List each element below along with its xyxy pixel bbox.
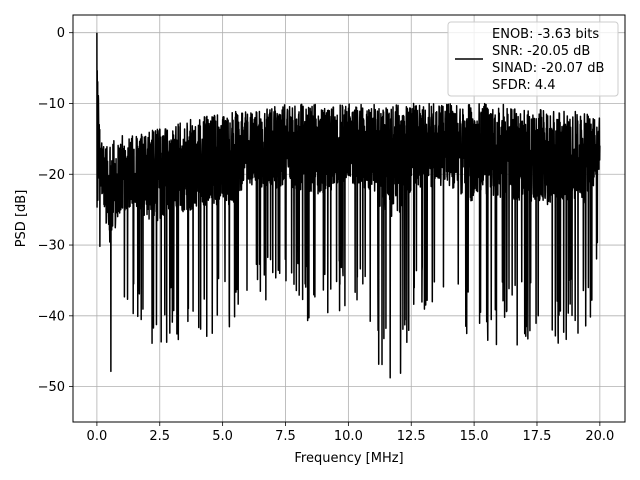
ticks: 0.0 2.5 5.0 7.5 10.0 12.5 15.0 17.5 20.0 0 −10 −20 −…	[38, 26, 615, 444]
legend-entry: ENOB: -3.63 bits	[492, 27, 599, 42]
psd-trace	[96, 32, 601, 379]
x-tick-label: 15.0	[460, 429, 489, 444]
x-tick-label: 0.0	[87, 429, 108, 444]
y-tick-label: −20	[38, 168, 65, 183]
y-tick-label: −50	[38, 380, 65, 395]
legend-entry: SFDR: 4.4	[492, 78, 556, 93]
x-tick-label: 12.5	[397, 429, 426, 444]
x-tick-label: 2.5	[149, 429, 170, 444]
legend: ENOB: -3.63 bits SNR: -20.05 dB SINAD: -20…	[447, 21, 619, 97]
x-tick-label: 20.0	[585, 429, 614, 444]
plot-frame	[72, 14, 626, 423]
legend-entry: SINAD: -20.07 dB	[492, 61, 604, 76]
x-tick-label: 17.5	[523, 429, 552, 444]
legend-entry: SNR: -20.05 dB	[492, 44, 590, 59]
x-axis-label: Frequency [MHz]	[294, 451, 403, 466]
y-tick-label: 0	[57, 26, 65, 41]
y-tick-label: −10	[38, 97, 65, 112]
series-layer	[96, 32, 601, 379]
y-tick-label: −40	[38, 309, 65, 324]
x-tick-label: 5.0	[212, 429, 233, 444]
x-tick-label: 10.0	[334, 429, 363, 444]
x-tick-label: 7.5	[275, 429, 296, 444]
y-axis-label: PSD [dB]	[14, 190, 29, 248]
legend-box	[447, 21, 619, 97]
y-tick-label: −30	[38, 239, 65, 254]
